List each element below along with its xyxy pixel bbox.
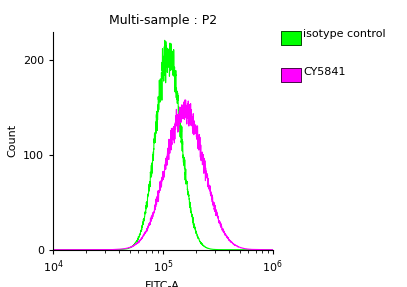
Y-axis label: Count: Count xyxy=(7,124,17,157)
Text: Multi-sample : P2: Multi-sample : P2 xyxy=(109,14,217,27)
Text: CY5841: CY5841 xyxy=(303,67,346,77)
Text: isotype control: isotype control xyxy=(303,30,386,39)
X-axis label: FITC-A: FITC-A xyxy=(145,281,180,287)
